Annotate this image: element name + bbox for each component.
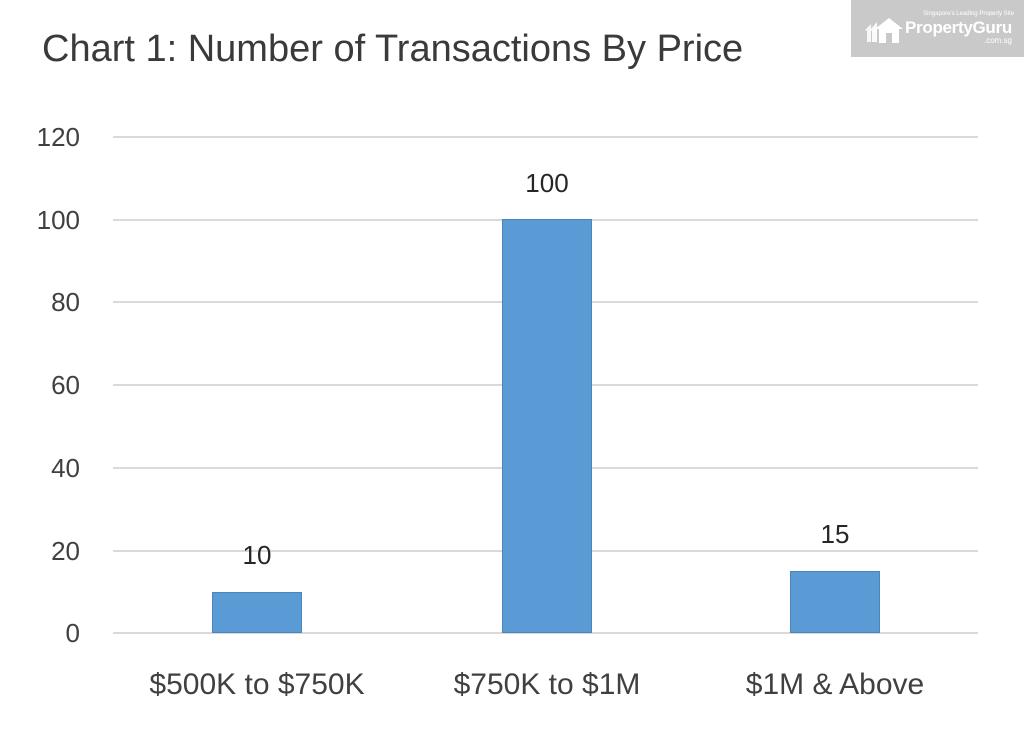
watermark-brand: PropertyGuru [905, 18, 1012, 37]
y-tick-label: 60 [51, 370, 80, 400]
chart-title: Chart 1: Number of Transactions By Price [42, 28, 744, 70]
bar-750k-1m [502, 219, 592, 633]
y-tick-label: 0 [65, 618, 80, 648]
x-category-label: $500K to $750K [149, 668, 365, 701]
house-icon [865, 18, 903, 43]
data-label: 10 [242, 540, 272, 570]
data-label: 15 [820, 519, 850, 549]
gridline-120 [113, 136, 978, 138]
y-tick-label: 40 [51, 453, 80, 483]
y-tick-label: 80 [51, 287, 80, 317]
y-tick-label: 100 [36, 205, 80, 235]
x-category-label: $1M & Above [745, 668, 925, 701]
bar-1m-above [790, 571, 880, 633]
watermark-domain: .com.sg [983, 36, 1012, 45]
gridline-0 [113, 632, 978, 634]
y-tick-label: 20 [51, 536, 80, 566]
x-category-label: $750K to $1M [453, 668, 641, 701]
data-label: 100 [525, 168, 569, 198]
watermark-tagline: Singapore's Leading Property Site [923, 11, 1014, 17]
propertyguru-watermark: Singapore's Leading Property Site Proper… [851, 0, 1024, 57]
bar-500k-750k [212, 592, 302, 633]
y-tick-label: 120 [36, 122, 80, 152]
